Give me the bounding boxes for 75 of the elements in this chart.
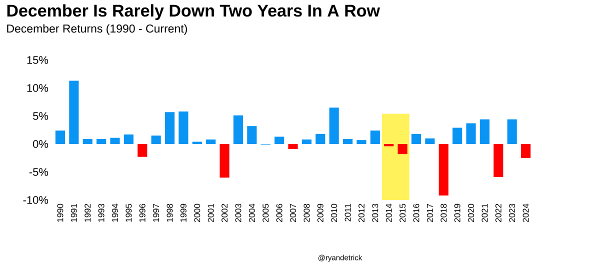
bar (69, 80, 79, 144)
bar (480, 119, 490, 144)
bar (274, 136, 284, 144)
x-tick-label: 1991 (70, 204, 77, 222)
y-tick-label: 0% (33, 140, 48, 148)
bar (466, 123, 476, 144)
bar (151, 136, 161, 144)
y-tick-label: 5% (33, 112, 48, 120)
chart-subtitle: December Returns (1990 - Current) (7, 24, 187, 35)
bar (82, 138, 92, 144)
bar (370, 130, 380, 144)
bar (356, 140, 366, 144)
bar (220, 144, 230, 178)
x-tick-label: 2000 (194, 204, 200, 222)
x-tick-label: 2006 (276, 204, 282, 222)
x-tick-label: 1998 (166, 204, 173, 222)
y-tick-label: 10% (27, 84, 48, 92)
bar (398, 144, 408, 154)
x-tick-label: 2015 (400, 204, 406, 222)
x-tick-label: 2011 (344, 204, 351, 222)
x-tick-label: 1996 (139, 204, 146, 222)
x-tick-label: 2012 (358, 204, 364, 222)
bar (316, 134, 326, 144)
bar (247, 126, 257, 144)
bar (507, 119, 517, 144)
bar (55, 130, 66, 144)
bar (288, 144, 298, 150)
x-tick-label: 2008 (304, 204, 310, 222)
bar (425, 138, 435, 144)
x-tick-label: 1992 (84, 204, 91, 222)
x-tick-label: 2022 (495, 204, 502, 222)
x-tick-label: 1999 (180, 204, 186, 222)
x-tick-label: 2021 (482, 204, 488, 222)
bar (164, 112, 175, 144)
x-tick-label: 2017 (426, 204, 433, 222)
bar (329, 108, 339, 144)
x-tick-label: 2024 (522, 204, 529, 222)
y-tick-label: 15% (27, 56, 48, 64)
bar (178, 112, 188, 144)
x-tick-label: 1995 (126, 204, 132, 222)
x-tick-label: 2002 (222, 204, 228, 222)
x-tick-label: 2023 (509, 204, 516, 222)
x-tick-label: 2001 (208, 204, 214, 222)
x-tick-label: 2020 (468, 204, 474, 222)
x-tick-label: 2004 (248, 204, 255, 222)
bar (452, 128, 462, 144)
y-tick-label: -10% (23, 196, 48, 204)
bar (302, 140, 312, 144)
bar (138, 144, 148, 157)
x-tick-label: 2018 (440, 204, 447, 222)
x-tick-label: 2019 (454, 204, 460, 222)
x-tick-label: 2003 (235, 204, 242, 222)
bar (233, 115, 244, 144)
bar (494, 144, 504, 178)
bar (520, 144, 531, 158)
x-tick-label: 2009 (317, 204, 324, 222)
bar (438, 144, 448, 196)
bar (342, 138, 353, 144)
x-tick-label: 1994 (112, 204, 118, 222)
x-tick-label: 2010 (331, 204, 338, 222)
y-tick-label: -5% (29, 168, 48, 176)
x-tick-label: 2014 (386, 204, 392, 222)
x-tick-label: 2013 (372, 204, 378, 222)
bar (124, 134, 134, 144)
x-tick-label: 2016 (413, 204, 420, 222)
bar (110, 138, 120, 144)
bar (411, 134, 422, 144)
x-tick-label: 2005 (262, 204, 269, 222)
x-tick-label: 1990 (57, 204, 64, 222)
bar (96, 138, 106, 144)
chart-title: December Is Rarely Down Two Years In A Row (7, 4, 380, 20)
x-tick-label: 2007 (290, 204, 296, 222)
x-tick-label: 1993 (98, 204, 104, 222)
x-tick-label: 1997 (153, 204, 160, 222)
bar (206, 140, 216, 144)
